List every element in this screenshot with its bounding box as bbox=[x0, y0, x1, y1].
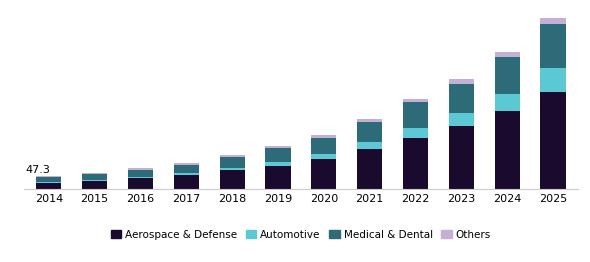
Legend: Aerospace & Defense, Automotive, Medical & Dental, Others: Aerospace & Defense, Automotive, Medical… bbox=[107, 226, 495, 244]
Bar bbox=[357, 122, 382, 142]
Bar bbox=[357, 149, 382, 189]
Bar bbox=[82, 174, 107, 180]
Bar bbox=[494, 111, 520, 189]
Bar bbox=[128, 177, 153, 178]
Bar bbox=[219, 170, 245, 189]
Bar bbox=[173, 173, 199, 175]
Bar bbox=[540, 24, 566, 68]
Bar bbox=[494, 57, 520, 94]
Bar bbox=[82, 180, 107, 181]
Bar bbox=[173, 165, 199, 173]
Bar bbox=[403, 128, 428, 138]
Bar bbox=[311, 154, 336, 159]
Bar bbox=[219, 168, 245, 170]
Bar bbox=[266, 146, 291, 148]
Bar bbox=[82, 181, 107, 189]
Bar bbox=[266, 166, 291, 189]
Bar bbox=[540, 18, 566, 24]
Bar bbox=[449, 84, 474, 113]
Bar bbox=[128, 170, 153, 177]
Bar bbox=[36, 182, 61, 183]
Bar bbox=[540, 92, 566, 189]
Bar bbox=[357, 119, 382, 122]
Bar bbox=[173, 163, 199, 165]
Bar bbox=[357, 142, 382, 149]
Bar bbox=[403, 99, 428, 102]
Bar bbox=[36, 176, 61, 177]
Bar bbox=[128, 178, 153, 189]
Bar bbox=[82, 173, 107, 174]
Bar bbox=[36, 177, 61, 182]
Bar bbox=[449, 79, 474, 84]
Bar bbox=[266, 148, 291, 162]
Bar bbox=[449, 113, 474, 126]
Bar bbox=[266, 162, 291, 166]
Bar bbox=[311, 135, 336, 138]
Bar bbox=[494, 94, 520, 111]
Bar bbox=[540, 68, 566, 92]
Bar bbox=[128, 168, 153, 170]
Bar bbox=[311, 138, 336, 154]
Bar bbox=[219, 155, 245, 157]
Bar bbox=[403, 138, 428, 189]
Bar bbox=[173, 175, 199, 189]
Text: 47.3: 47.3 bbox=[26, 165, 51, 175]
Bar bbox=[403, 102, 428, 128]
Bar bbox=[449, 126, 474, 189]
Bar bbox=[219, 157, 245, 168]
Bar bbox=[494, 52, 520, 57]
Bar bbox=[311, 159, 336, 189]
Bar bbox=[36, 183, 61, 189]
